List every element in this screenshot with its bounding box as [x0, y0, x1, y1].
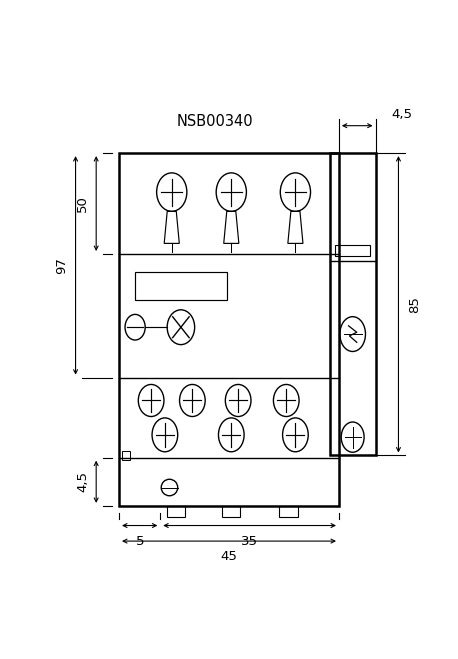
Bar — [167, 506, 185, 517]
Text: 85: 85 — [408, 296, 421, 313]
Bar — [330, 153, 376, 455]
Bar — [279, 506, 298, 517]
Text: 45: 45 — [221, 550, 237, 563]
Text: NSB00340: NSB00340 — [177, 113, 254, 129]
Text: 4,5: 4,5 — [76, 471, 89, 492]
Text: 97: 97 — [55, 257, 68, 274]
Bar — [222, 506, 240, 517]
Text: 50: 50 — [76, 195, 89, 212]
Bar — [122, 451, 130, 460]
Bar — [135, 272, 227, 300]
Bar — [119, 153, 339, 506]
Text: 35: 35 — [241, 534, 258, 548]
Bar — [335, 244, 370, 256]
Text: 5: 5 — [136, 534, 144, 548]
Text: 4,5: 4,5 — [392, 108, 413, 121]
